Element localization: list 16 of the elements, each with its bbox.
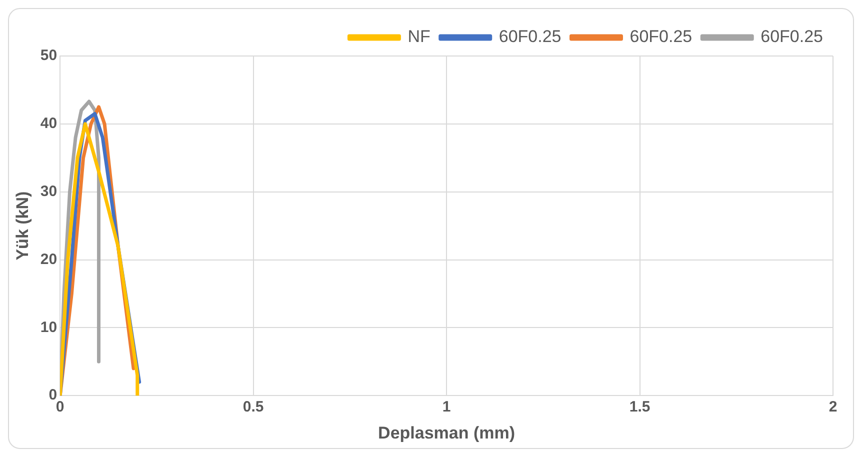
- legend-label: 60F0.25: [498, 27, 562, 46]
- y-tick-label: 50: [40, 47, 58, 64]
- y-tick-label: 10: [40, 318, 58, 336]
- y-axis-title: Yük (kN): [12, 191, 32, 260]
- y-tick-label: 30: [40, 182, 58, 200]
- legend-label: 60F0.25: [760, 27, 824, 46]
- legend-label: NF: [408, 27, 430, 46]
- y-tick-label: 0: [48, 386, 58, 404]
- y-tick-label: 40: [40, 115, 58, 132]
- x-tick-label: 1: [442, 398, 451, 416]
- x-tick-label: 0.5: [242, 398, 264, 416]
- y-tick-label: 20: [40, 250, 58, 268]
- x-axis-title: Deplasman (mm): [378, 423, 516, 442]
- x-tick-label: 2: [828, 398, 838, 416]
- legend-label: 60F0.25: [630, 27, 692, 46]
- x-tick-label: 1.5: [629, 398, 650, 416]
